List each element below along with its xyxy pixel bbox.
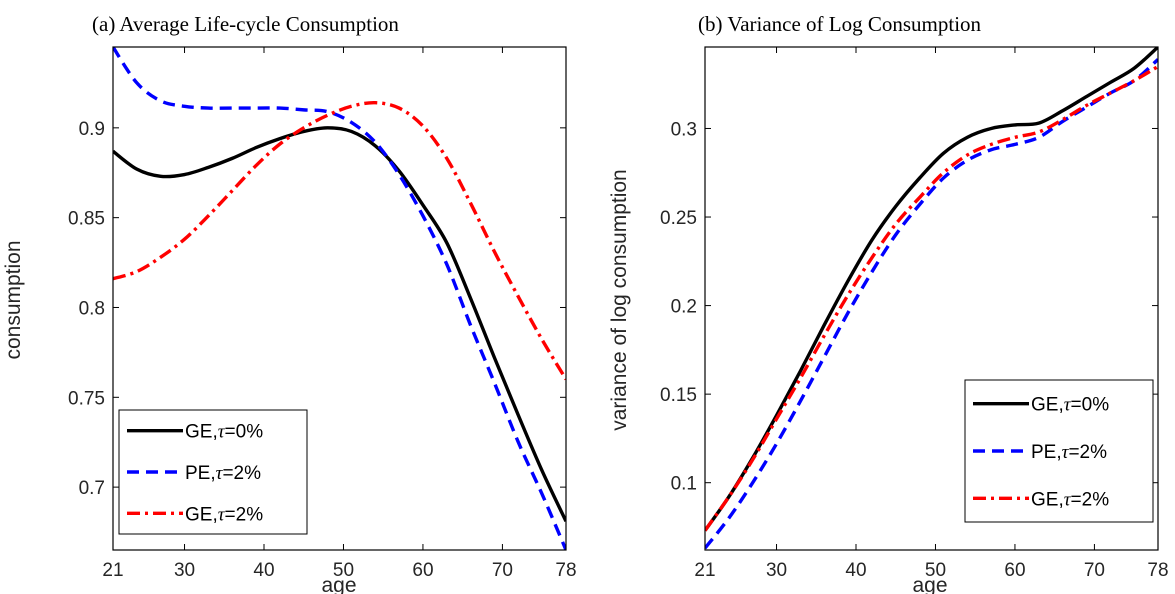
y-tick-label: 0.85 — [68, 209, 105, 230]
y-tick-label: 0.2 — [671, 297, 697, 318]
series-line-3 — [113, 100, 566, 381]
plot-lines — [705, 47, 1158, 550]
series-line-1 — [113, 126, 566, 522]
x-tick-label: 60 — [412, 560, 433, 581]
x-tick-label: 30 — [766, 560, 787, 581]
y-tick-label: 0.8 — [79, 298, 105, 319]
legend: GE,τ=0% PE,τ=2% GE,τ=2% — [118, 409, 308, 535]
legend-entry: PE,τ=2% — [1031, 442, 1107, 463]
y-tick-label: 0.9 — [79, 119, 105, 140]
x-tick-label: 30 — [174, 560, 195, 581]
y-tick-label: 0.75 — [68, 388, 105, 409]
y-axis-label: consumption — [2, 240, 25, 359]
x-ticks: 21 30 40 50 60 70 78 — [102, 47, 577, 581]
legend: GE,τ=0% PE,τ=2% GE,τ=2% — [964, 379, 1154, 523]
x-tick-label: 40 — [845, 560, 866, 581]
x-tick-label: 78 — [555, 560, 576, 581]
x-tick-label: 60 — [1004, 560, 1025, 581]
y-tick-label: 0.15 — [660, 385, 697, 406]
y-tick-label: 0.7 — [79, 478, 105, 499]
plot-lines — [113, 47, 566, 550]
y-ticks: 0.7 0.75 0.8 0.85 0.9 — [68, 119, 566, 499]
x-axis-label: age — [912, 574, 947, 594]
y-tick-label: 0.25 — [660, 208, 697, 229]
x-tick-label: 70 — [1084, 560, 1105, 581]
plot-area-frame — [704, 46, 1159, 551]
y-tick-label: 0.1 — [671, 474, 697, 495]
x-tick-label: 78 — [1147, 560, 1168, 581]
series-line-2 — [113, 47, 566, 550]
plot-area-frame — [112, 46, 567, 551]
x-axis-label: age — [321, 574, 356, 594]
x-tick-label: 21 — [694, 560, 715, 581]
series-line-3 — [705, 65, 1158, 532]
x-tick-label: 40 — [253, 560, 274, 581]
panel-average-consumption: (a) Average Life-cycle Consumption consu… — [2, 12, 577, 594]
y-tick-label: 0.3 — [671, 119, 697, 140]
legend-entry: GE,τ=0% — [185, 422, 263, 443]
legend-entry: GE,τ=2% — [1031, 489, 1109, 510]
legend-entry: GE,τ=0% — [1031, 395, 1109, 416]
series-line-2 — [705, 58, 1158, 550]
panel-title: (b) Variance of Log Consumption — [698, 12, 982, 36]
y-axis-label: variance of log consumption — [608, 169, 631, 431]
x-tick-label: 70 — [492, 560, 513, 581]
panel-title: (a) Average Life-cycle Consumption — [92, 12, 399, 36]
legend-entry: GE,τ=2% — [185, 504, 263, 525]
panel-variance-log-consumption: (b) Variance of Log Consumption variance… — [608, 12, 1169, 594]
y-ticks: 0.1 0.15 0.2 0.25 0.3 — [660, 119, 1158, 495]
x-tick-label: 50 — [333, 560, 354, 581]
legend-entry: PE,τ=2% — [185, 463, 261, 484]
x-ticks: 21 30 40 50 60 70 78 — [694, 47, 1169, 581]
x-tick-label: 21 — [102, 560, 123, 581]
x-tick-label: 50 — [925, 560, 946, 581]
series-line-1 — [705, 47, 1158, 532]
